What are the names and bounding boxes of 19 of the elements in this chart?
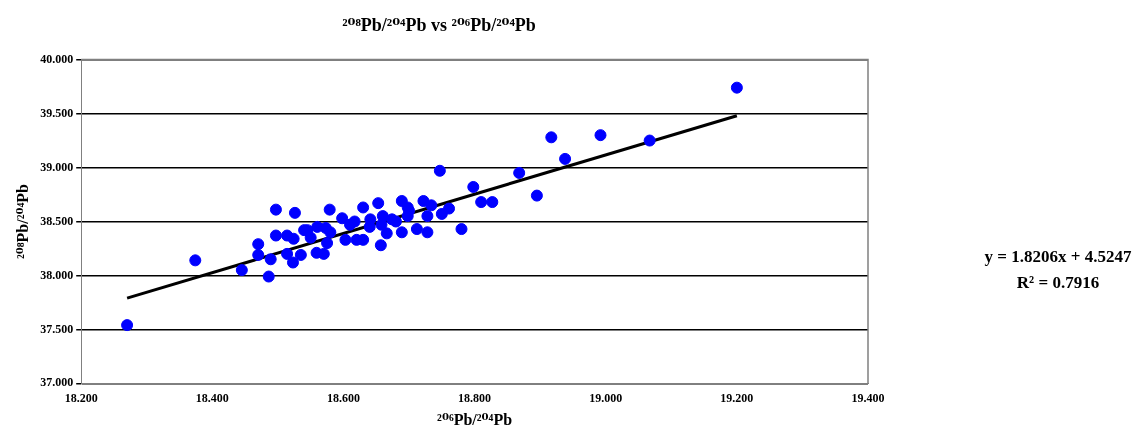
y-tick-label: 40.000 bbox=[40, 51, 74, 66]
y-tick-label: 37.500 bbox=[40, 321, 74, 336]
x-tick-label: 19.000 bbox=[589, 390, 623, 405]
y-tick-label: 37.000 bbox=[40, 375, 74, 390]
x-tick-label: 18.400 bbox=[195, 390, 229, 405]
y-tick-label: 38.000 bbox=[40, 267, 74, 282]
y-tick-label: 39.000 bbox=[40, 159, 74, 174]
y-axis-title: ²⁰⁸Pb/²⁰⁴Pb bbox=[13, 183, 31, 259]
x-tick-label: 19.400 bbox=[851, 390, 885, 405]
x-tick-label: 19.200 bbox=[720, 390, 754, 405]
text: R² = 0.7916 bbox=[1016, 273, 1100, 293]
y-tick-label: 38.500 bbox=[40, 213, 74, 228]
x-axis-title: ²⁰⁶Pb/²⁰⁴Pb bbox=[437, 410, 513, 428]
x-tick-label: 18.800 bbox=[458, 390, 492, 405]
text: y = 1.8206x + 4.5247 bbox=[984, 247, 1132, 267]
y-tick-label: 39.500 bbox=[40, 105, 74, 120]
x-tick-label: 18.200 bbox=[64, 390, 98, 405]
x-tick-label: 18.600 bbox=[326, 390, 360, 405]
chart-title: ²⁰⁸Pb/²⁰⁴Pb vs ²⁰⁶Pb/²⁰⁴Pb bbox=[342, 15, 536, 36]
